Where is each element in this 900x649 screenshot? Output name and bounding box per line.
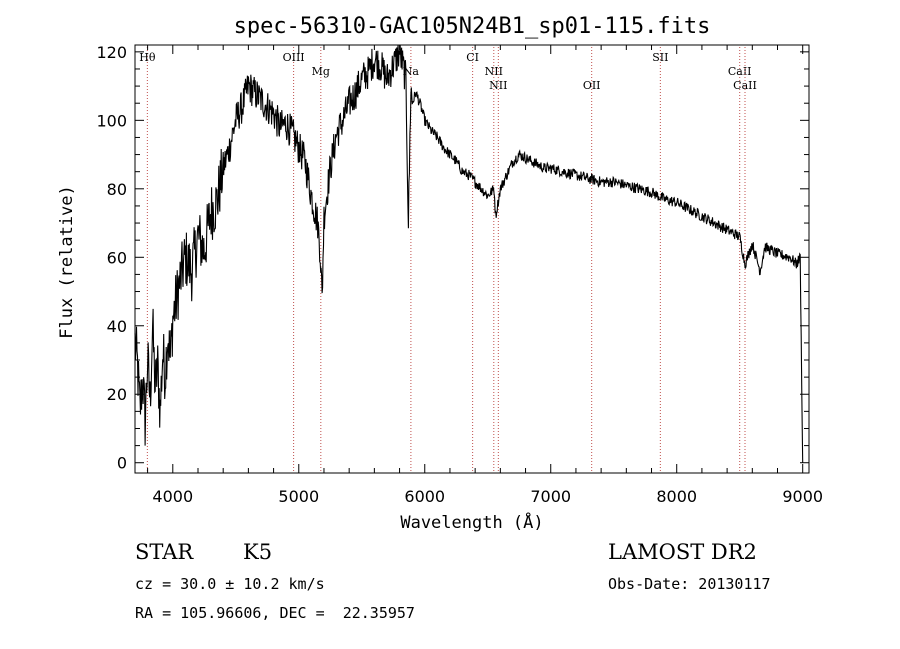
line-marker-label: Mg [312,65,330,78]
line-marker-label: CaII [728,65,752,78]
y-tick-label: 60 [107,248,127,267]
plot-frame [134,44,810,474]
x-tick-label: 4000 [152,487,193,506]
y-tick-label: 80 [107,180,127,199]
star-subclass: K5 [243,540,273,564]
line-marker-label: Hθ [139,51,156,64]
x-tick-label: 5000 [278,487,319,506]
line-marker-label: NII [489,79,507,92]
y-axis-label: Flux (relative) [57,185,77,339]
survey-name: LAMOST DR2 [608,540,757,564]
x-tick-label: 6000 [404,487,445,506]
coordinates-text: RA = 105.96606, DEC = 22.35957 [135,604,415,622]
spectrum-series-line [134,44,804,463]
redshift-text: cz = 30.0 ± 10.2 km/s [135,575,325,593]
y-tick-label: 40 [107,317,127,336]
line-marker-label: OII [583,79,601,92]
y-tick-label: 20 [107,385,127,404]
y-tick-label: 100 [96,111,127,130]
y-tick-label: 120 [96,43,127,62]
chart-title: spec-56310-GAC105N24B1_sp01-115.fits [234,14,711,39]
line-marker-label: Na [403,65,420,78]
x-axis-label: Wavelength (Å) [400,511,543,533]
axis-ticks: 4000 5000 6000 7000 8000 9000 0 20 40 60 80 100 120 [96,43,823,506]
y-tick-label: 0 [117,454,127,473]
obs-date-text: Obs-Date: 20130117 [608,575,771,593]
line-marker-label: OIII [283,51,305,64]
x-tick-label: 8000 [656,487,697,506]
line-marker-label: CaII [733,79,757,92]
line-marker-label: CI [466,51,479,64]
star-class: STAR [135,540,194,564]
line-marker-label: SII [652,51,668,64]
x-tick-label: 9000 [782,487,823,506]
line-marker-label: NII [485,65,503,78]
x-tick-label: 7000 [530,487,571,506]
